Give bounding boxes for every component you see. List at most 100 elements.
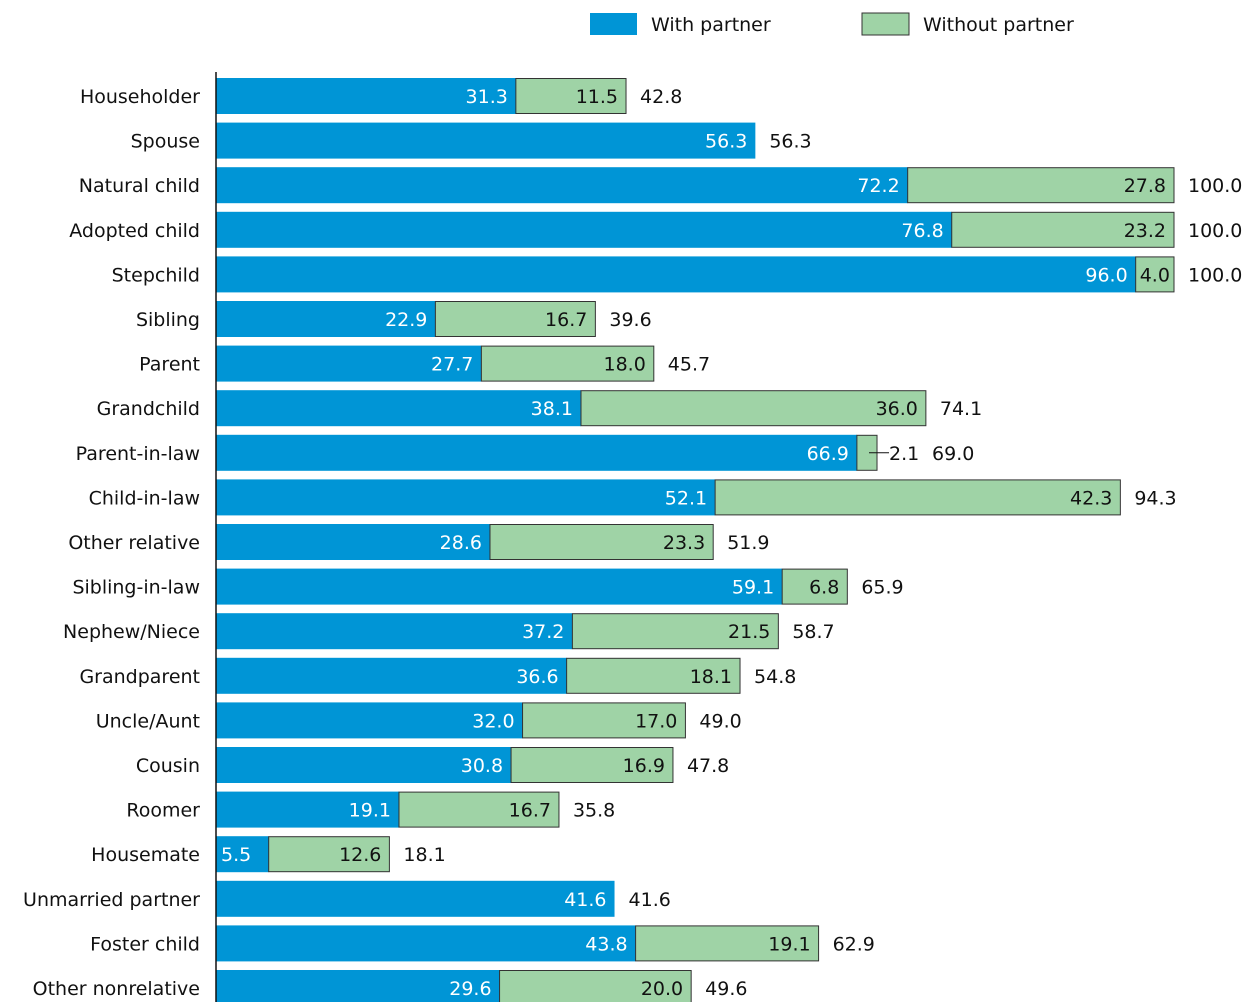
bar-with-partner-sibling-in-law <box>216 568 783 605</box>
bar-with-partner-adopted-child <box>216 211 952 248</box>
total-label-sibling-in-law: 65.9 <box>861 577 903 599</box>
total-label-foster-child: 62.9 <box>833 933 875 955</box>
bar-without-partner-sibling-in-law <box>781 568 848 605</box>
category-label-grandparent: Grandparent <box>79 666 200 688</box>
bar-without-partner-stepchild <box>1135 256 1175 293</box>
value-label-with-partner-grandparent: 36.6 <box>516 666 558 688</box>
total-label-householder: 42.8 <box>640 86 682 108</box>
value-label-with-partner-housemate: 5.5 <box>221 844 251 866</box>
legend-label-with-partner: With partner <box>651 14 771 36</box>
value-label-without-partner-grandparent: 18.1 <box>690 666 732 688</box>
legend-swatch-without-partner <box>861 12 910 36</box>
bar-without-partner-parent <box>480 345 655 382</box>
bars-group: Householder 31.3 11.5 42.8 Spouse 56.3 56.3 Nat… <box>23 78 1242 1002</box>
bar-with-partner-other-relative <box>216 524 490 560</box>
value-label-without-partner-other-relative: 23.3 <box>663 532 705 554</box>
value-label-with-partner-child-in-law: 52.1 <box>665 487 707 509</box>
bar-without-partner-nephew-niece <box>571 613 779 650</box>
value-label-with-partner-foster-child: 43.8 <box>585 933 627 955</box>
legend-swatch-with-partner <box>590 13 637 35</box>
total-label-sibling: 39.6 <box>609 309 651 331</box>
value-label-with-partner-parent: 27.7 <box>431 354 473 376</box>
value-label-without-partner-householder: 11.5 <box>576 86 618 108</box>
bar-without-partner-other-nonrelative <box>499 970 692 1002</box>
total-label-other-nonrelative: 49.6 <box>705 978 747 1000</box>
category-label-cousin: Cousin <box>136 755 200 777</box>
category-label-adopted-child: Adopted child <box>69 220 200 242</box>
bar-with-partner-unmarried-partner <box>216 880 615 917</box>
value-label-with-partner-cousin: 30.8 <box>461 755 503 777</box>
bar-without-partner-uncle-aunt <box>522 702 686 739</box>
bar-without-partner-natural-child <box>907 167 1175 204</box>
value-label-with-partner-nephew-niece: 37.2 <box>522 621 564 643</box>
bar-with-partner-roomer <box>216 791 399 828</box>
bar-without-partner-adopted-child <box>951 211 1175 248</box>
total-label-nephew-niece: 58.7 <box>792 621 834 643</box>
legend: With partner Without partner <box>590 12 1074 36</box>
bar-with-partner-other-nonrelative <box>216 970 500 1002</box>
value-label-without-partner-uncle-aunt: 17.0 <box>635 710 677 732</box>
total-label-child-in-law: 94.3 <box>1134 487 1176 509</box>
value-label-with-partner-unmarried-partner: 41.6 <box>564 889 606 911</box>
value-label-without-partner-grandchild: 36.0 <box>876 398 918 420</box>
bar-with-partner-parent <box>216 345 482 382</box>
value-label-with-partner-adopted-child: 76.8 <box>901 220 943 242</box>
value-label-without-partner-foster-child: 19.1 <box>768 933 810 955</box>
total-label-roomer: 35.8 <box>573 800 615 822</box>
value-label-without-partner-other-nonrelative: 20.0 <box>641 978 683 1000</box>
bar-with-partner-parent-in-law <box>216 434 857 471</box>
bar-without-partner-cousin <box>510 747 674 783</box>
category-label-parent: Parent <box>139 354 200 376</box>
category-label-stepchild: Stepchild <box>112 264 200 286</box>
value-label-with-partner-spouse: 56.3 <box>705 131 747 153</box>
total-label-other-relative: 51.9 <box>727 532 769 554</box>
category-label-unmarried-partner: Unmarried partner <box>23 889 200 911</box>
total-label-spouse: 56.3 <box>769 131 811 153</box>
category-label-uncle-aunt: Uncle/Aunt <box>96 710 200 732</box>
bar-with-partner-stepchild <box>216 256 1136 293</box>
bar-with-partner-nephew-niece <box>216 613 573 650</box>
category-label-housemate: Housemate <box>91 844 200 866</box>
value-label-without-partner-housemate: 12.6 <box>339 844 381 866</box>
value-label-without-partner-natural-child: 27.8 <box>1124 175 1166 197</box>
bar-without-partner-grandchild <box>580 390 927 427</box>
value-label-with-partner-sibling: 22.9 <box>385 309 427 331</box>
category-label-natural-child: Natural child <box>79 175 200 197</box>
bar-with-partner-housemate <box>216 836 269 873</box>
bar-with-partner-natural-child <box>216 167 908 204</box>
total-label-adopted-child: 100.0 <box>1188 220 1242 242</box>
value-label-with-partner-stepchild: 96.0 <box>1085 264 1127 286</box>
value-label-without-partner-nephew-niece: 21.5 <box>728 621 770 643</box>
total-label-parent-in-law: 69.0 <box>932 443 974 465</box>
value-label-with-partner-householder: 31.3 <box>466 86 508 108</box>
bar-without-partner-householder <box>515 78 627 114</box>
total-label-housemate: 18.1 <box>403 844 445 866</box>
total-label-cousin: 47.8 <box>687 755 729 777</box>
category-label-grandchild: Grandchild <box>97 398 200 420</box>
value-label-with-partner-grandchild: 38.1 <box>531 398 573 420</box>
bar-without-partner-roomer <box>398 791 560 828</box>
category-label-sibling-in-law: Sibling-in-law <box>72 577 200 599</box>
value-label-with-partner-uncle-aunt: 32.0 <box>472 710 514 732</box>
bar-with-partner-sibling <box>216 301 436 337</box>
category-label-child-in-law: Child-in-law <box>89 487 200 509</box>
value-label-with-partner-other-relative: 28.6 <box>440 532 482 554</box>
value-label-with-partner-roomer: 19.1 <box>349 800 391 822</box>
bar-without-partner-sibling <box>434 301 596 337</box>
total-label-stepchild: 100.0 <box>1188 264 1242 286</box>
category-label-householder: Householder <box>80 86 200 108</box>
value-label-without-partner-adopted-child: 23.2 <box>1124 220 1166 242</box>
total-label-parent: 45.7 <box>668 354 710 376</box>
value-label-without-partner-sibling: 16.7 <box>545 309 587 331</box>
bar-with-partner-grandchild <box>216 390 581 427</box>
value-label-without-partner-child-in-law: 42.3 <box>1070 487 1112 509</box>
legend-label-without-partner: Without partner <box>923 14 1074 36</box>
value-label-with-partner-natural-child: 72.2 <box>857 175 899 197</box>
bar-with-partner-cousin <box>216 747 512 783</box>
bar-without-partner-other-relative <box>489 524 714 560</box>
value-label-without-partner-sibling-in-law: 6.8 <box>809 577 839 599</box>
value-label-without-partner-parent-in-law: 2.1 <box>889 443 919 465</box>
bar-with-partner-child-in-law <box>216 479 716 516</box>
bar-without-partner-child-in-law <box>714 479 1121 516</box>
